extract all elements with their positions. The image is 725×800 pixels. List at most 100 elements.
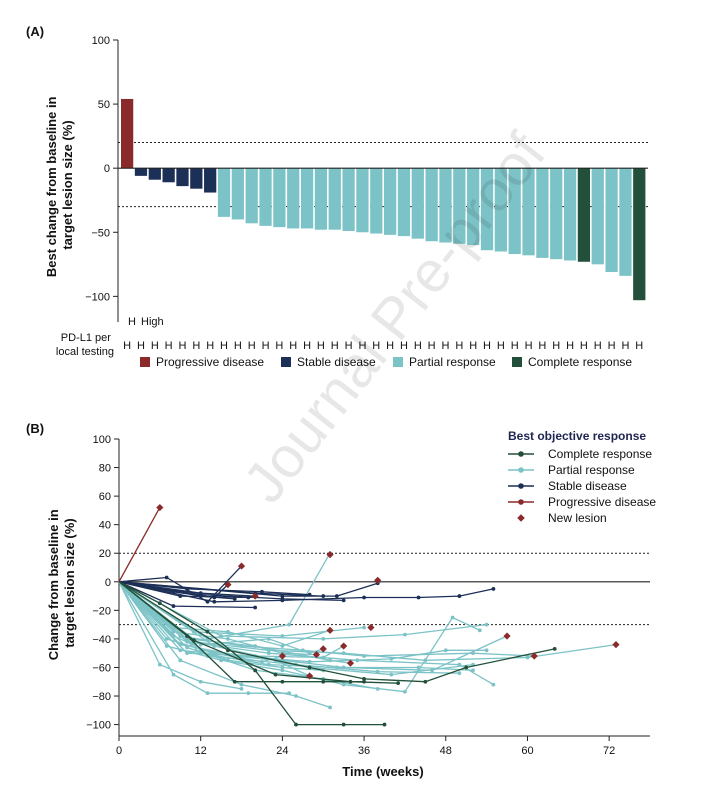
patient-point xyxy=(321,594,326,598)
bar xyxy=(411,168,424,239)
patient-point xyxy=(375,669,380,674)
bar xyxy=(217,168,231,217)
patient-point xyxy=(239,682,244,687)
patient-point xyxy=(471,668,475,673)
bar xyxy=(287,168,300,229)
y-tick-label-a: 0 xyxy=(104,163,110,175)
bar xyxy=(328,168,341,230)
patient-point xyxy=(464,665,469,670)
patient-point xyxy=(226,629,230,634)
legend-a-swatch-pr xyxy=(393,357,403,367)
new-lesion-marker xyxy=(319,645,327,653)
patient-point xyxy=(266,648,271,653)
y-tick-label-a: −50 xyxy=(91,227,110,239)
patient-point xyxy=(389,672,394,677)
bar xyxy=(356,168,369,233)
patient-point xyxy=(266,662,271,667)
y-axis-label-b: Change from baseline in target lesion si… xyxy=(46,506,77,661)
new-lesion-marker xyxy=(326,626,334,634)
patient-point xyxy=(321,679,326,684)
patient-point xyxy=(450,615,455,620)
new-lesion-marker xyxy=(503,632,511,640)
patient-line-cr xyxy=(118,581,557,684)
x-tick-label-b: 48 xyxy=(440,745,452,757)
patient-line-pr xyxy=(118,581,332,710)
pdl1-value: H xyxy=(428,340,436,352)
new-lesion-marker xyxy=(306,672,314,680)
x-tick-label-b: 36 xyxy=(358,745,370,757)
patient-line-pr xyxy=(118,581,489,664)
y-tick-label-b: 0 xyxy=(105,577,111,589)
y-axis-label-a: Best change from baseline in target lesi… xyxy=(44,93,75,277)
patient-point xyxy=(253,605,258,610)
patient-point xyxy=(491,682,496,687)
legend-b-title: Best objective response xyxy=(508,429,646,443)
bar xyxy=(204,168,217,193)
pdl1-value: H xyxy=(331,340,339,352)
bar xyxy=(453,168,466,244)
y-axis-b: 100 80 60 40 20 0 −20 −40 −60 −80 −100 xyxy=(86,434,120,736)
pdl1-value: H xyxy=(372,340,380,352)
pdl1-key-label: High xyxy=(141,316,164,328)
legend-b-label-pd: Progressive disease xyxy=(548,495,656,509)
pdl1-value: H xyxy=(289,340,297,352)
patient-point xyxy=(382,722,387,727)
patient-point xyxy=(280,594,285,598)
pdl1-key: H High xyxy=(128,316,164,328)
pdl1-value: H xyxy=(317,340,325,352)
patient-point xyxy=(226,648,230,653)
legend-b-marker-cr xyxy=(518,451,524,457)
y-tick-label-b: 100 xyxy=(93,434,111,446)
y-tick-label-b: −40 xyxy=(92,634,111,646)
patient-point xyxy=(321,637,326,641)
pdl1-value: H xyxy=(262,340,270,352)
patient-point xyxy=(280,634,285,638)
pdl1-value: H xyxy=(345,340,353,352)
panel-label-a: (A) xyxy=(26,24,44,39)
patient-line-sd xyxy=(118,581,258,610)
pdl1-value: H xyxy=(414,340,422,352)
patient-point xyxy=(232,597,237,601)
pdl1-value: H xyxy=(608,340,616,352)
new-lesion-marker xyxy=(612,641,620,649)
patient-point xyxy=(328,705,332,710)
x-axis-label-b: Time (weeks) xyxy=(342,764,423,779)
patient-line-sd xyxy=(118,581,496,604)
y-tick-label-b: −20 xyxy=(92,605,111,617)
y-tick-label-b: −100 xyxy=(86,720,111,732)
patient-point xyxy=(341,682,346,687)
patient-point xyxy=(212,599,217,604)
patient-point xyxy=(232,679,237,684)
legend-b-label-pr: Partial response xyxy=(548,463,635,477)
legend-a: Progressive disease Stable disease Partial… xyxy=(140,355,632,369)
patient-point xyxy=(491,587,496,591)
pdl1-value: H xyxy=(275,340,283,352)
bar xyxy=(162,168,175,183)
patient-point xyxy=(185,651,189,656)
patient-point xyxy=(341,598,346,603)
new-lesion-marker xyxy=(251,592,259,600)
bar xyxy=(439,168,452,243)
patient-point xyxy=(260,589,264,594)
panel-label-b: (B) xyxy=(26,421,44,436)
patient-point xyxy=(280,665,285,670)
patient-point xyxy=(416,665,421,670)
x-tick-label-b: 60 xyxy=(521,745,533,757)
new-lesion-marker xyxy=(340,642,348,650)
spider-chart: (B) Change from baseline in target lesio… xyxy=(26,421,656,779)
new-lesion-marker xyxy=(367,623,375,632)
legend-b: Best objective response Complete respons… xyxy=(508,429,656,525)
legend-b-label-nl: New lesion xyxy=(548,511,607,525)
patient-point xyxy=(375,686,380,691)
patient-point xyxy=(457,662,462,667)
bars-a xyxy=(121,98,646,301)
bar xyxy=(148,168,161,180)
legend-a-label-pd: Progressive disease xyxy=(156,355,264,369)
pdl1-value: H xyxy=(511,340,519,352)
patient-point xyxy=(212,651,217,656)
patient-point xyxy=(205,691,210,696)
new-lesion-marker xyxy=(530,652,538,660)
patient-point xyxy=(307,651,312,656)
legend-a-swatch-sd xyxy=(281,357,291,367)
bar xyxy=(134,168,148,176)
